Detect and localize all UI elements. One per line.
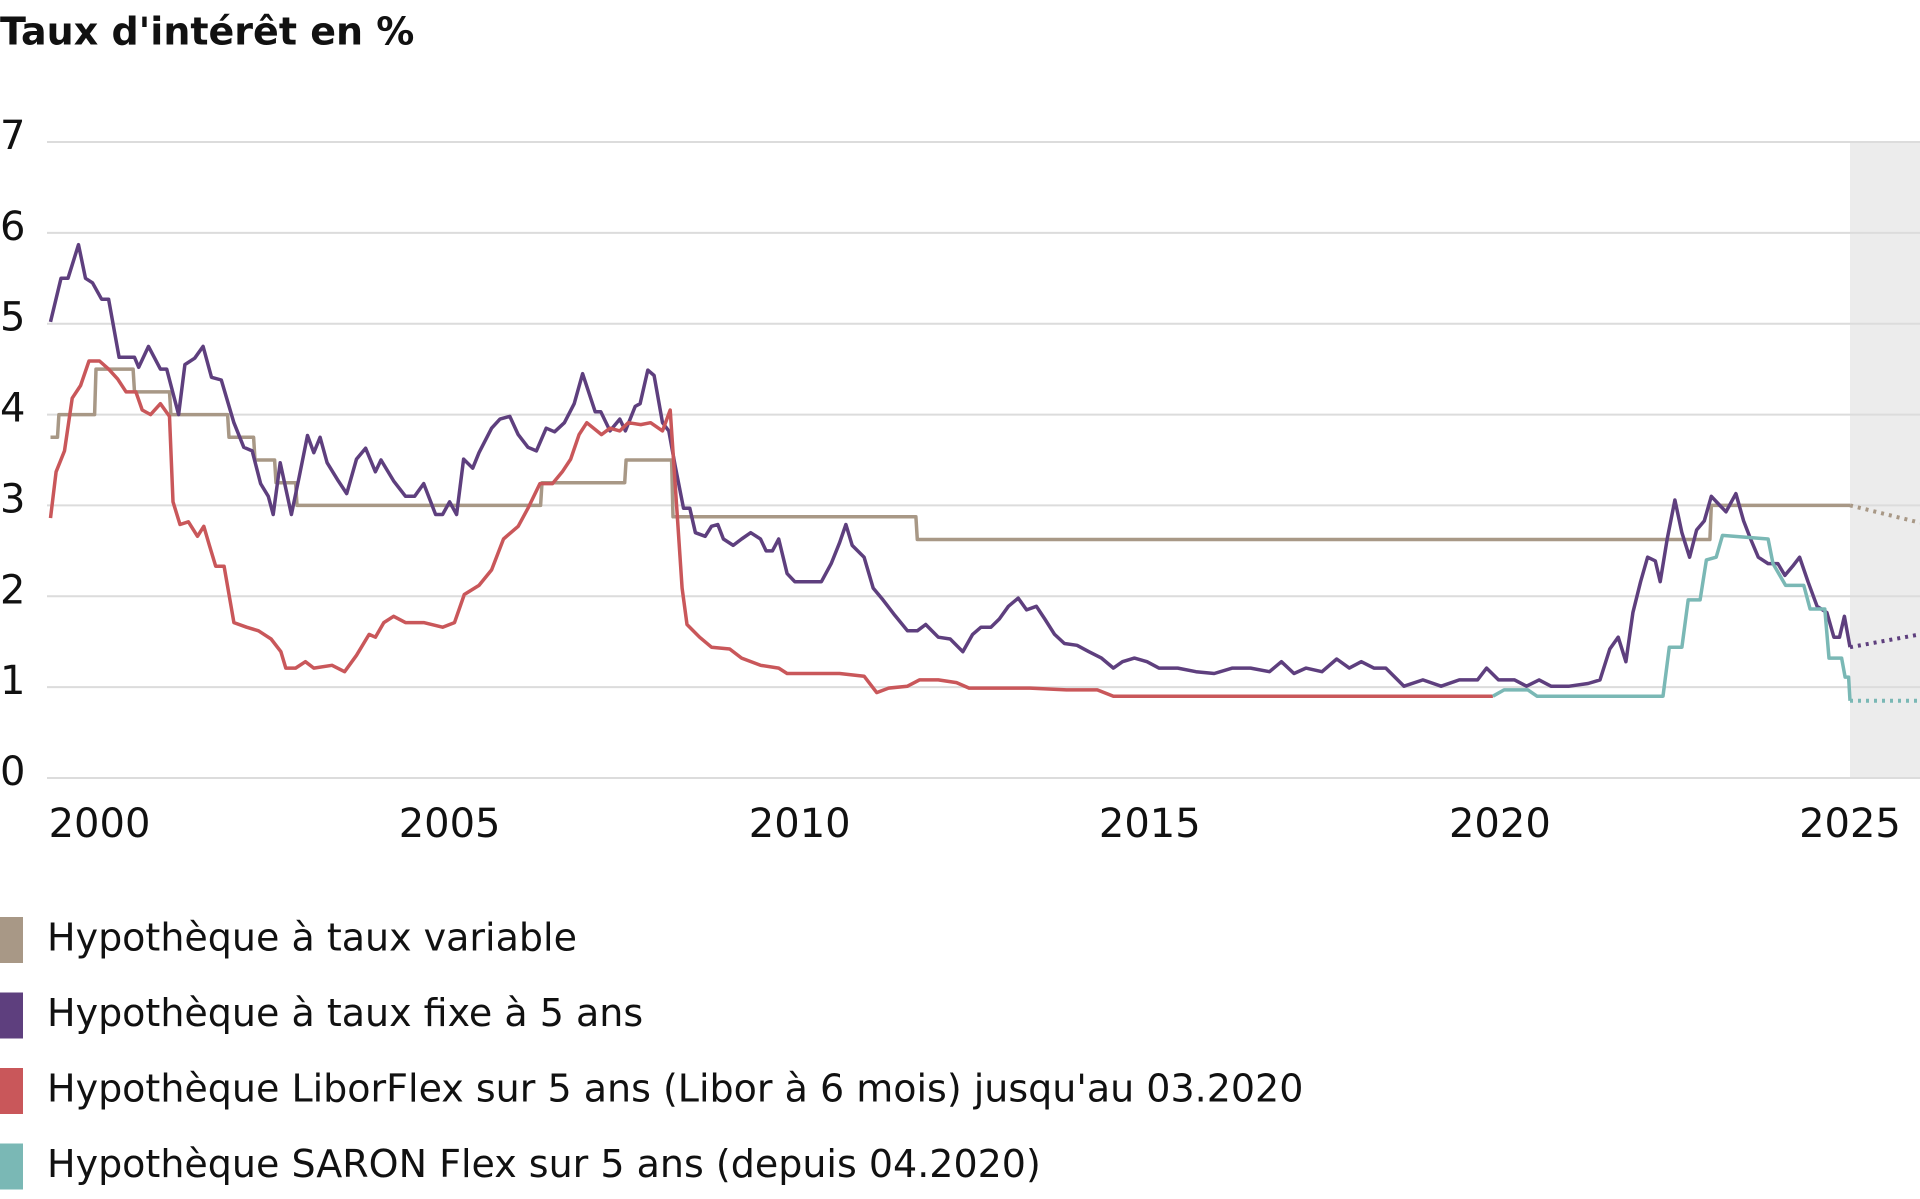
legend-label: Hypothèque SARON Flex sur 5 ans (depuis … bbox=[47, 1142, 1041, 1186]
x-tick-label: 2000 bbox=[49, 801, 151, 847]
y-tick-label: 6 bbox=[0, 204, 25, 250]
chart-title: Taux d'intérêt en % bbox=[0, 10, 414, 54]
x-tick-label: 2005 bbox=[399, 801, 501, 847]
y-tick-label: 2 bbox=[0, 567, 25, 613]
series-line bbox=[48, 359, 1493, 698]
legend-label: Hypothèque à taux variable bbox=[47, 916, 577, 960]
legend-label: Hypothèque LiborFlex sur 5 ans (Libor à … bbox=[47, 1067, 1303, 1111]
y-tick-label: 0 bbox=[0, 749, 25, 795]
y-tick-label: 7 bbox=[0, 113, 25, 159]
x-tick-label: 2020 bbox=[1449, 801, 1551, 847]
legend-label: Hypothèque à taux fixe à 5 ans bbox=[47, 991, 643, 1035]
x-tick-label: 2010 bbox=[749, 801, 851, 847]
legend-swatch bbox=[0, 917, 23, 963]
x-tick-label: 2025 bbox=[1799, 801, 1901, 847]
y-tick-label: 3 bbox=[0, 476, 25, 522]
y-tick-label: 5 bbox=[0, 295, 25, 341]
series-line bbox=[48, 242, 1852, 688]
series-line bbox=[1492, 533, 1852, 701]
forecast-area bbox=[1849, 142, 1920, 778]
x-tick-label: 2015 bbox=[1099, 801, 1201, 847]
series-line bbox=[50, 367, 1850, 542]
legend-swatch bbox=[0, 1068, 23, 1114]
legend-swatch bbox=[0, 992, 23, 1039]
legend-swatch bbox=[0, 1143, 23, 1190]
y-tick-label: 4 bbox=[0, 386, 25, 432]
y-tick-label: 1 bbox=[0, 658, 25, 704]
